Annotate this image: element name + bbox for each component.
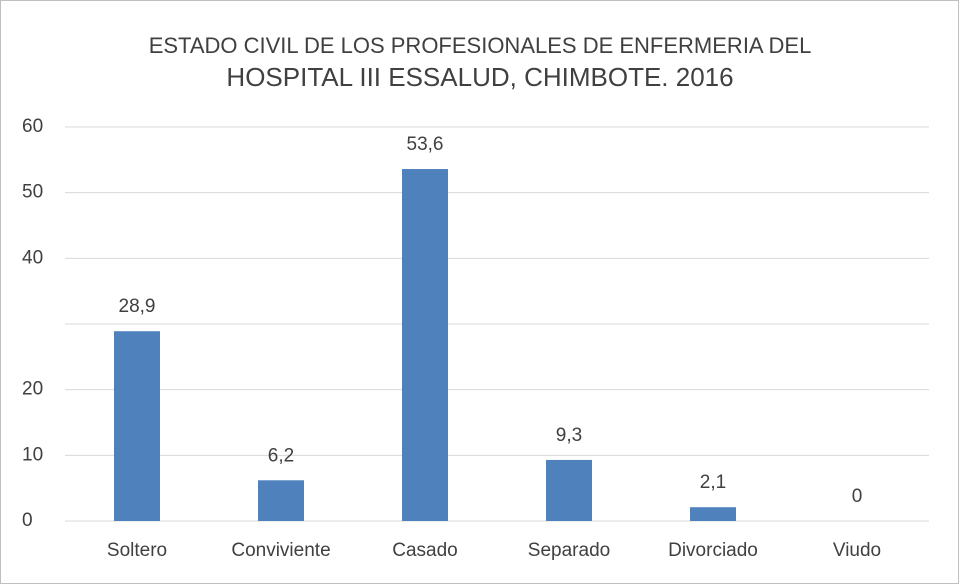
data-label: 28,9 — [119, 296, 156, 317]
data-label: 0 — [852, 486, 863, 507]
y-tick-label: 10 — [22, 444, 43, 465]
bar — [690, 507, 736, 521]
y-tick-label: 60 — [22, 116, 43, 137]
y-tick-label: 20 — [22, 379, 43, 400]
x-tick-label: Soltero — [107, 540, 167, 561]
y-tick-label: 0 — [22, 510, 33, 531]
x-tick-label: Conviviente — [231, 540, 330, 561]
x-tick-label: Casado — [392, 540, 458, 561]
y-tick-label: 50 — [22, 182, 43, 203]
data-label: 2,1 — [700, 472, 726, 493]
data-label: 53,6 — [407, 134, 444, 155]
bar — [546, 459, 592, 521]
bar — [258, 480, 304, 521]
y-tick-label: 40 — [22, 247, 43, 268]
chart-title: HOSPITAL III ESSALUD, CHIMBOTE. 2016 — [226, 62, 733, 92]
data-label: 6,2 — [268, 445, 294, 466]
bar — [402, 169, 448, 521]
x-tick-label: Viudo — [833, 540, 881, 561]
x-tick-label: Divorciado — [668, 540, 758, 561]
chart-title: ESTADO CIVIL DE LOS PROFESIONALES DE ENF… — [149, 33, 812, 58]
data-label: 9,3 — [556, 425, 582, 446]
bar — [114, 331, 160, 521]
x-tick-label: Separado — [528, 540, 610, 561]
